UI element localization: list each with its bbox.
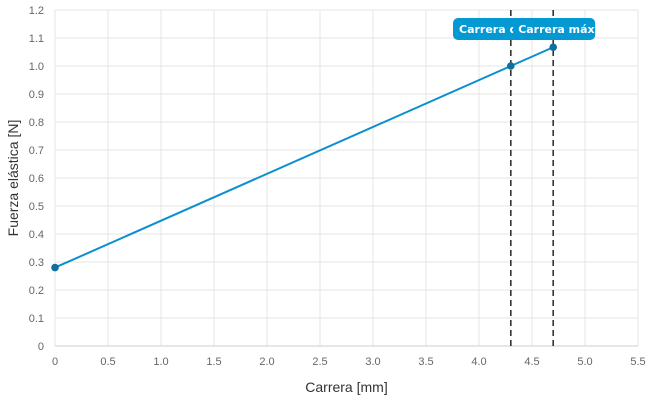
tags-layer: Carrera d Carrera máx. bbox=[453, 18, 599, 40]
data-point bbox=[507, 62, 515, 70]
points-layer bbox=[51, 43, 557, 272]
y-tick-label: 0.6 bbox=[29, 173, 44, 185]
x-tick-label: 3.0 bbox=[365, 356, 380, 368]
y-axis-ticks: 0 0.1 0.2 0.3 0.4 0.5 0.6 0.7 0.8 0.9 1.0 1.1 1.2 bbox=[29, 5, 44, 353]
marker-tag-label: Carrera d bbox=[459, 23, 517, 36]
data-point bbox=[549, 43, 557, 52]
y-tick-label: 0.8 bbox=[29, 117, 44, 129]
y-tick-label: 0.9 bbox=[29, 89, 44, 101]
y-tick-label: 0.4 bbox=[29, 229, 44, 241]
x-tick-label: 2.5 bbox=[312, 356, 327, 368]
x-tick-label: 2.0 bbox=[259, 356, 274, 368]
data-point bbox=[51, 263, 59, 272]
grid bbox=[54, 9, 639, 347]
y-tick-label: 1.0 bbox=[29, 61, 44, 73]
x-axis-ticks: 0 0.5 1.0 1.5 2.0 2.5 3.0 3.5 4.0 4.5 5.0 5.5 bbox=[52, 356, 646, 368]
x-tick-label: 5.5 bbox=[630, 356, 645, 368]
y-axis-title: Fuerza elástica [N] bbox=[5, 120, 21, 237]
x-tick-label: 3.5 bbox=[418, 356, 433, 368]
x-tick-label: 4.5 bbox=[524, 356, 539, 368]
x-axis-title: Carrera [mm] bbox=[305, 379, 387, 395]
marker-tag bbox=[453, 18, 526, 40]
y-tick-label: 0.5 bbox=[29, 201, 44, 213]
x-tick-label: 0 bbox=[52, 356, 58, 368]
x-tick-label: 1.0 bbox=[153, 356, 168, 368]
y-tick-label: 0.1 bbox=[29, 313, 44, 325]
x-tick-label: 0.5 bbox=[100, 356, 115, 368]
marker-tag bbox=[513, 18, 596, 40]
y-tick-label: 0.3 bbox=[29, 257, 44, 269]
y-tick-label: 1.1 bbox=[29, 33, 44, 45]
y-tick-label: 0.2 bbox=[29, 285, 44, 297]
x-tick-label: 4.0 bbox=[471, 356, 486, 368]
y-tick-label: 0 bbox=[38, 341, 44, 353]
x-tick-label: 1.5 bbox=[206, 356, 221, 368]
y-tick-label: 1.2 bbox=[29, 5, 44, 17]
series-line bbox=[54, 46, 554, 269]
y-tick-label: 0.7 bbox=[29, 145, 44, 157]
series-layer bbox=[54, 46, 554, 269]
x-tick-label: 5.0 bbox=[577, 356, 592, 368]
marker-tag-label: Carrera máx. bbox=[518, 23, 599, 36]
